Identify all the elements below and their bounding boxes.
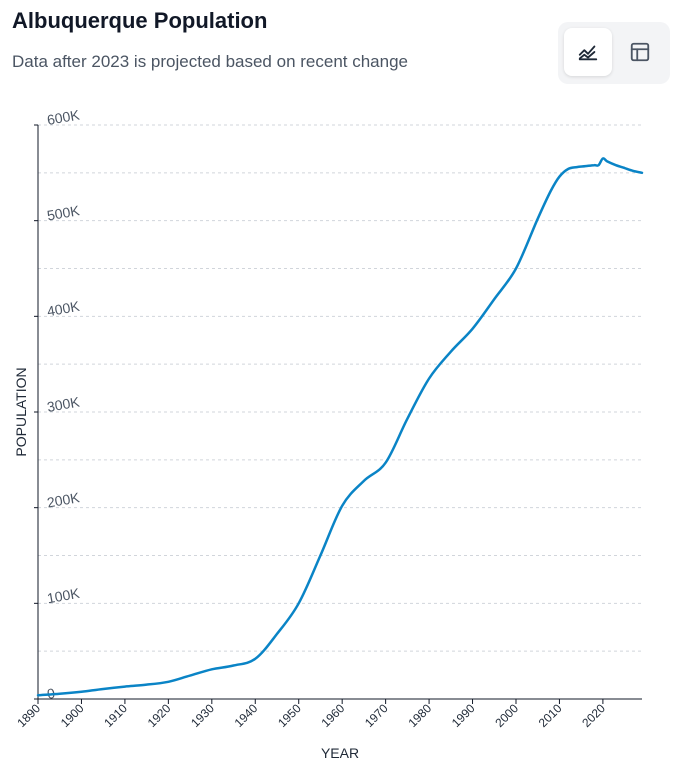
table-view-button[interactable]: [616, 28, 664, 76]
x-tick-label: 2020: [579, 701, 608, 730]
x-axis-ticks: 1890 1900 1910 1920 1930 1940 1950 1960 1970 1980…: [14, 699, 608, 730]
x-tick-label: 1900: [58, 701, 87, 730]
x-tick-label: 1970: [362, 701, 391, 730]
page-title: Albuquerque Population: [12, 8, 268, 33]
x-tick-label: 2010: [536, 701, 565, 730]
x-tick-label: 1940: [232, 701, 261, 730]
line-chart-icon: [578, 45, 598, 61]
page-subtitle: Data after 2023 is projected based on re…: [12, 52, 408, 71]
y-tick-label: 200K: [46, 489, 82, 511]
x-axis-title: YEAR: [321, 745, 359, 761]
x-tick-label: 2000: [492, 701, 521, 730]
y-tick-label: 600K: [46, 106, 82, 128]
series-line-population: [36, 157, 644, 697]
x-tick-label: 1950: [275, 701, 304, 730]
y-tick-label: 500K: [46, 202, 82, 224]
x-tick-label: 1960: [319, 701, 348, 730]
y-tick-label: 100K: [46, 585, 82, 607]
view-toggle: [558, 22, 670, 84]
x-tick-label: 1890: [14, 701, 43, 730]
table-icon: [630, 42, 650, 62]
y-axis-title: POPULATION: [13, 367, 29, 456]
y-tick-label: 400K: [46, 298, 82, 320]
x-tick-label: 1980: [405, 701, 434, 730]
y-tick-label: 300K: [46, 393, 82, 415]
grid-lines: [38, 124, 642, 652]
chart-view-button[interactable]: [564, 28, 612, 76]
x-tick-label: 1930: [188, 701, 217, 730]
x-tick-label: 1920: [145, 701, 174, 730]
x-tick-label: 1990: [449, 701, 478, 730]
x-tick-label: 1910: [101, 701, 130, 730]
